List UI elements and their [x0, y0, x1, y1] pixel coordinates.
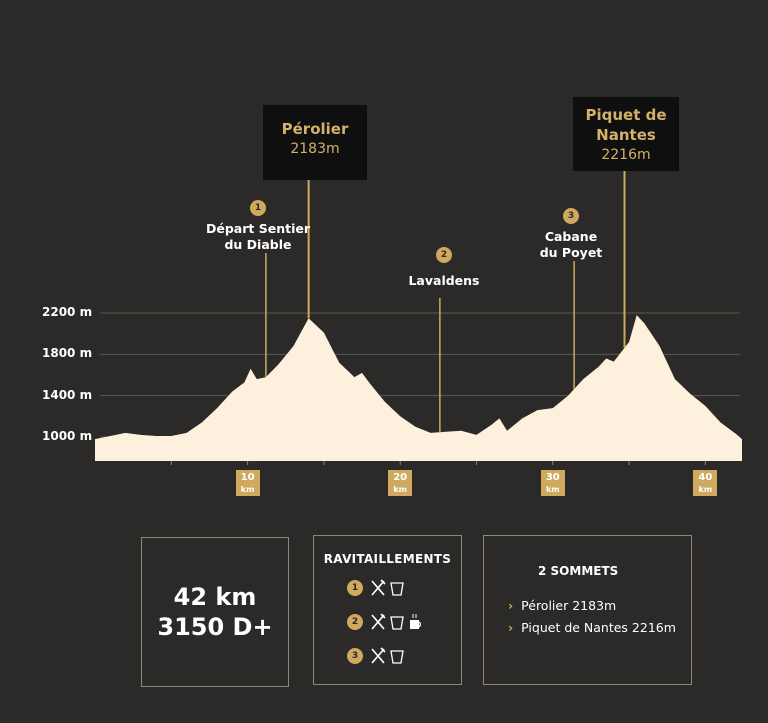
x-tick-label: 10 km — [235, 470, 260, 496]
checkpoint-1: 1 Départ Sentier du Diable — [188, 195, 328, 253]
cutlery-icon — [371, 579, 386, 596]
station-number: 1 — [347, 580, 363, 596]
station-row-2: 2 — [347, 612, 427, 632]
hot-drink-icon — [410, 614, 421, 629]
peak-box-piquet-de-nantes: Piquet de Nantes 2216m — [573, 97, 679, 171]
station-number: 3 — [347, 648, 363, 664]
sommet-item: › Pérolier 2183m — [508, 598, 616, 613]
station-icons — [371, 647, 404, 664]
station-icons — [371, 579, 404, 596]
peak-name-line1: Piquet de — [585, 106, 667, 124]
checkpoint-number: 3 — [563, 208, 579, 224]
station-icons — [371, 613, 421, 630]
elevation-area — [95, 315, 742, 461]
checkpoint-number: 1 — [250, 200, 266, 216]
chevron-right-icon: › — [508, 598, 514, 613]
peak-name-line2: Nantes — [596, 126, 656, 144]
peak-box-perolier: Pérolier 2183m — [263, 105, 367, 180]
y-tick-label: 2200 m — [42, 305, 93, 319]
checkpoint-name-line2: du Poyet — [539, 245, 603, 260]
sommets-card: 2 SOMMETS › Pérolier 2183m › Piquet de Nan… — [483, 535, 692, 685]
ravitaillements-title: RAVITAILLEMENTS — [323, 552, 452, 566]
total-distance: 42 km — [173, 583, 257, 611]
sommet-label: Piquet de Nantes 2216m — [521, 620, 676, 635]
peak-altitude: 2216m — [601, 147, 651, 163]
sommet-label: Pérolier 2183m — [521, 598, 617, 613]
cup-icon — [390, 650, 404, 664]
station-row-1: 1 — [347, 578, 409, 598]
cutlery-icon — [371, 613, 386, 630]
checkpoint-3: 3 Cabane du Poyet — [501, 203, 641, 261]
checkpoint-name-line2: du Diable — [224, 237, 292, 252]
ravitaillements-card: RAVITAILLEMENTS 1 2 3 — [313, 535, 462, 685]
checkpoint-2: 2 Lavaldens — [374, 242, 514, 289]
x-tick-label: 40 km — [693, 470, 718, 496]
x-tick-label: 20 km — [388, 470, 413, 496]
peak-altitude: 2183m — [290, 141, 340, 157]
elevation-chart — [95, 171, 742, 465]
station-number: 2 — [347, 614, 363, 630]
summary-card: 42 km 3150 D+ — [141, 537, 289, 687]
y-tick-label: 1400 m — [42, 387, 93, 402]
y-tick-label: 1800 m — [42, 346, 93, 361]
checkpoint-name-line1: Lavaldens — [408, 273, 480, 288]
sommets-title: 2 SOMMETS — [538, 564, 619, 578]
checkpoint-name-line1: Cabane — [544, 229, 598, 244]
chevron-right-icon: › — [508, 620, 514, 635]
peak-name: Pérolier — [281, 120, 349, 138]
cutlery-icon — [371, 647, 386, 664]
y-tick-label: 1000 m — [42, 429, 93, 443]
station-row-3: 3 — [347, 646, 409, 666]
cup-icon — [390, 616, 404, 630]
x-tick-label: 30 km — [540, 470, 565, 496]
checkpoint-number: 2 — [436, 247, 452, 263]
checkpoint-name-line1: Départ Sentier — [205, 221, 310, 236]
cup-icon — [390, 582, 404, 596]
sommet-item: › Piquet de Nantes 2216m — [508, 620, 676, 635]
total-elevation: 3150 D+ — [157, 613, 273, 641]
